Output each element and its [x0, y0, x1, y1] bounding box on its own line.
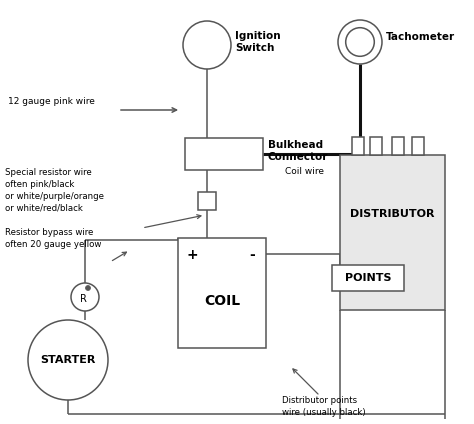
Bar: [352, 137, 364, 155]
Text: Resistor bypass wire
often 20 gauge yellow: Resistor bypass wire often 20 gauge yell…: [5, 228, 101, 249]
Text: -: -: [249, 248, 255, 262]
Text: +: +: [186, 248, 198, 262]
Text: POINTS: POINTS: [345, 273, 391, 283]
Text: Tachometer: Tachometer: [386, 32, 455, 42]
Text: COIL: COIL: [204, 294, 240, 308]
Text: Ignition
Switch: Ignition Switch: [235, 31, 281, 53]
Text: 12 gauge pink wire: 12 gauge pink wire: [8, 97, 95, 106]
Circle shape: [346, 28, 374, 56]
Text: Coil wire: Coil wire: [285, 167, 324, 176]
Bar: [340, 155, 445, 310]
Bar: [198, 192, 216, 210]
Circle shape: [28, 320, 108, 400]
Circle shape: [71, 283, 99, 311]
Text: R: R: [80, 294, 86, 304]
Bar: [370, 137, 382, 155]
Text: Bulkhead
Connector: Bulkhead Connector: [268, 140, 328, 162]
Bar: [185, 138, 263, 170]
Text: Special resistor wire
often pink/black
or white/purple/orange
or white/red/black: Special resistor wire often pink/black o…: [5, 168, 104, 212]
Text: Distributor points
wire (usually black): Distributor points wire (usually black): [282, 396, 365, 417]
Text: DISTRIBUTOR: DISTRIBUTOR: [350, 209, 435, 219]
Bar: [178, 238, 266, 348]
Bar: [392, 137, 404, 155]
Circle shape: [183, 21, 231, 69]
Circle shape: [338, 20, 382, 64]
Circle shape: [85, 285, 91, 290]
Bar: [412, 137, 424, 155]
Bar: [332, 265, 404, 291]
Text: STARTER: STARTER: [40, 355, 96, 365]
